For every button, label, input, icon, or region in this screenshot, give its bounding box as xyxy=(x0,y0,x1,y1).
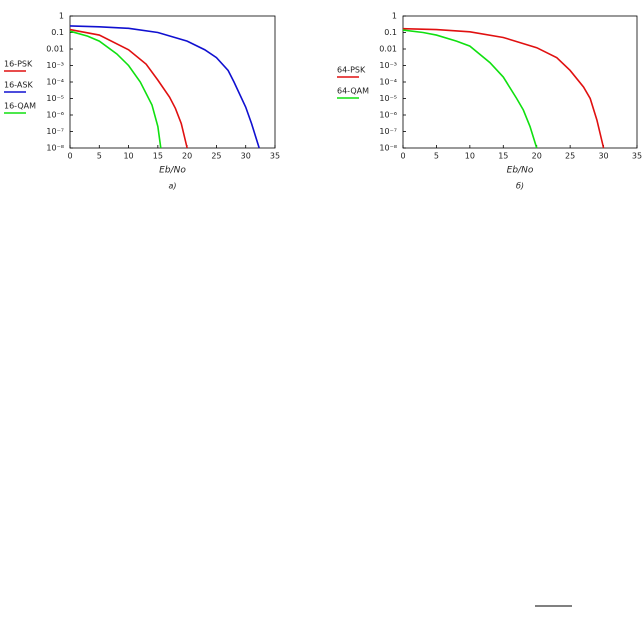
y-tick-label: 10⁻⁶ xyxy=(46,111,64,120)
x-tick-label: 35 xyxy=(270,152,280,161)
x-tick-label: 15 xyxy=(498,152,508,161)
legend-label: 16-QAM xyxy=(4,102,36,111)
y-tick-label: 0.01 xyxy=(379,45,397,54)
x-tick-label: 10 xyxy=(123,152,133,161)
y-tick-label: 1 xyxy=(392,12,397,21)
legend-label: 64-PSK xyxy=(337,66,366,75)
y-tick-label: 10⁻⁵ xyxy=(46,94,64,103)
x-axis-label: Eb/No xyxy=(159,166,186,176)
x-tick-label: 5 xyxy=(434,152,439,161)
y-tick-label: 10⁻⁸ xyxy=(46,144,64,153)
series-line xyxy=(69,25,260,149)
x-tick-label: 35 xyxy=(632,152,642,161)
y-tick-label: 10⁻⁵ xyxy=(379,94,397,103)
x-tick-label: 10 xyxy=(465,152,475,161)
series-line xyxy=(402,27,605,149)
series-line xyxy=(402,29,538,149)
y-tick-label: 10⁻⁶ xyxy=(379,111,397,120)
y-tick-label: 10⁻⁷ xyxy=(46,127,64,136)
x-axis-label: Eb/No xyxy=(507,166,534,176)
x-tick-label: 0 xyxy=(400,152,405,161)
y-tick-label: 10⁻⁴ xyxy=(379,78,397,87)
caption: б) xyxy=(516,182,524,191)
y-tick-label: 0.1 xyxy=(51,28,64,37)
y-tick-label: 1 xyxy=(59,12,64,21)
y-tick-label: 0.01 xyxy=(46,45,64,54)
x-tick-label: 15 xyxy=(153,152,163,161)
x-tick-label: 5 xyxy=(97,152,102,161)
legend-label: 16-ASK xyxy=(4,81,33,90)
x-tick-label: 0 xyxy=(67,152,72,161)
x-tick-label: 30 xyxy=(598,152,608,161)
y-tick-label: 10⁻⁷ xyxy=(379,127,397,136)
legend-label: 64-QAM xyxy=(337,87,369,96)
y-tick-label: 10⁻³ xyxy=(379,61,397,70)
caption: a) xyxy=(168,182,176,191)
y-tick-label: 0.1 xyxy=(384,28,397,37)
x-tick-label: 25 xyxy=(211,152,221,161)
y-tick-label: 10⁻³ xyxy=(46,61,64,70)
x-tick-label: 25 xyxy=(565,152,575,161)
series-line xyxy=(69,28,188,149)
x-tick-label: 30 xyxy=(241,152,251,161)
y-tick-label: 10⁻⁴ xyxy=(46,78,64,87)
y-tick-label: 10⁻⁸ xyxy=(379,144,397,153)
legend-label: 16-PSK xyxy=(4,60,33,69)
series-line xyxy=(69,30,162,149)
x-tick-label: 20 xyxy=(182,152,192,161)
x-tick-label: 20 xyxy=(532,152,542,161)
